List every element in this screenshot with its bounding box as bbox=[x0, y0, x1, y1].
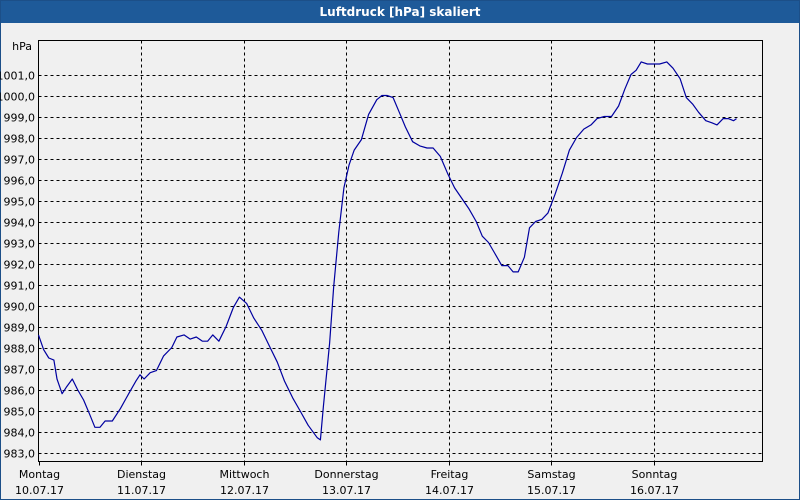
x-tick-label-date: 11.07.17 bbox=[117, 484, 166, 497]
y-tick-label: 994,0 bbox=[4, 217, 36, 230]
x-tick-label-day: Mittwoch bbox=[220, 468, 270, 481]
series-layer bbox=[37, 61, 737, 441]
x-tick-label-day: Samstag bbox=[527, 468, 575, 481]
y-tick-label: 984,0 bbox=[4, 427, 36, 440]
y-tick-label: 986,0 bbox=[4, 385, 36, 398]
y-axis-unit-label: hPa bbox=[12, 40, 32, 53]
x-tick-label-day: Freitag bbox=[431, 468, 469, 481]
y-tick-label: 1001,0 bbox=[0, 70, 35, 83]
pressure-line bbox=[37, 61, 737, 441]
y-tick-label: 995,0 bbox=[4, 196, 36, 209]
y-tick-label: 989,0 bbox=[4, 322, 36, 335]
y-tick-label: 996,0 bbox=[4, 175, 36, 188]
x-tick-label-day: Sonntag bbox=[632, 468, 678, 481]
y-tick-label: 1000,0 bbox=[0, 91, 35, 104]
window-title: Luftdruck [hPa] skaliert bbox=[1, 1, 799, 23]
grid-layer bbox=[38, 40, 763, 466]
y-tick-label: 997,0 bbox=[4, 154, 36, 167]
y-tick-label: 998,0 bbox=[4, 133, 36, 146]
x-tick-label-date: 12.07.17 bbox=[220, 484, 269, 497]
x-tick-labels: Montag 10.07.17 Dienstag 11.07.17 Mittwoch 12… bbox=[15, 468, 679, 497]
x-tick-label-date: 14.07.17 bbox=[425, 484, 474, 497]
y-tick-labels: 983,0 984,0 985,0 986,0 987,0 988,0 989,0 990,0… bbox=[0, 70, 35, 461]
x-tick-label-day: Montag bbox=[19, 468, 60, 481]
y-tick-label: 987,0 bbox=[4, 364, 36, 377]
plot-area-border bbox=[38, 40, 763, 462]
x-tick-label-date: 13.07.17 bbox=[322, 484, 371, 497]
y-tick-label: 993,0 bbox=[4, 238, 36, 251]
y-tick-label: 985,0 bbox=[4, 406, 36, 419]
y-tick-label: 991,0 bbox=[4, 280, 36, 293]
y-tick-label: 988,0 bbox=[4, 343, 36, 356]
x-tick-label-date: 10.07.17 bbox=[15, 484, 64, 497]
x-tick-label-day: Donnerstag bbox=[314, 468, 378, 481]
x-tick-label-day: Dienstag bbox=[117, 468, 166, 481]
y-tick-label: 990,0 bbox=[4, 301, 36, 314]
x-tick-label-date: 15.07.17 bbox=[527, 484, 576, 497]
y-tick-label: 992,0 bbox=[4, 259, 36, 272]
x-tick-label-date: 16.07.17 bbox=[630, 484, 679, 497]
y-tick-label: 983,0 bbox=[4, 448, 36, 461]
y-tick-label: 999,0 bbox=[4, 112, 36, 125]
